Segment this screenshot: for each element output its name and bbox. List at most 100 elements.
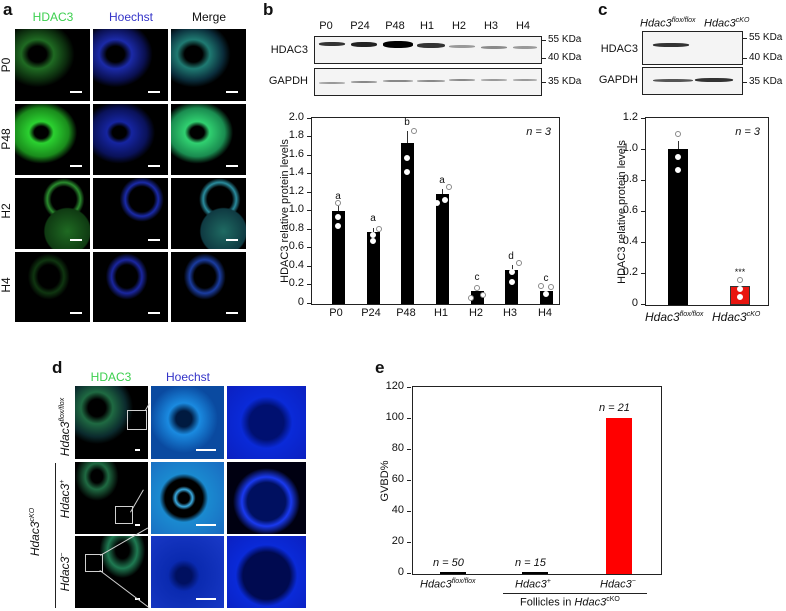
- micrograph-h4-merge: [171, 252, 246, 322]
- lane-base: Hdac3: [704, 17, 736, 30]
- scale-bar: [196, 524, 216, 526]
- band: [383, 80, 413, 82]
- band: [653, 43, 689, 47]
- lane-label: H1: [419, 20, 435, 32]
- data-point: [538, 283, 544, 289]
- data-point: [411, 128, 417, 134]
- micrograph-h2-merge: [171, 178, 246, 249]
- scale-bar: [70, 239, 82, 241]
- bar-flox: [440, 572, 466, 574]
- ytick: 20: [374, 535, 411, 547]
- error-bar: [512, 265, 513, 270]
- chart-e-xtick-flox: Hdac3flox/flox: [420, 578, 476, 591]
- xtick-sup: cKO: [746, 311, 761, 318]
- band: [449, 79, 475, 81]
- band: [481, 46, 507, 49]
- micrograph-flox-overview: [75, 386, 148, 459]
- xtick: H1: [433, 307, 449, 319]
- ytick: 0.2: [608, 266, 645, 278]
- panel-a-col-hdac3: HDAC3: [32, 10, 74, 24]
- ytick: 0: [608, 297, 645, 309]
- panel-d-letter: d: [52, 358, 63, 377]
- band: [351, 42, 377, 47]
- data-point: [675, 154, 681, 160]
- group-sup: cKO: [606, 596, 620, 603]
- error-bar: [678, 141, 679, 149]
- chart-c-plot-area: n = 3 ***: [645, 117, 769, 306]
- ytick: 1.6: [274, 148, 311, 160]
- significance-letter: a: [370, 213, 376, 224]
- data-point: [335, 200, 341, 206]
- significance-letter: a: [335, 191, 341, 202]
- significance-letter: a: [439, 175, 445, 186]
- micrograph-flox-zoom1: [151, 386, 224, 459]
- band: [513, 46, 537, 49]
- row-sup: flox/flox: [59, 397, 66, 422]
- ytick: 0.4: [608, 235, 645, 247]
- panel-a-col-hoechst: Hoechst: [108, 10, 154, 24]
- marker-40kda: 40 KDa: [741, 52, 783, 63]
- scale-bar: [135, 449, 140, 451]
- bar-plus: [522, 572, 548, 574]
- significance-stars: ***: [734, 267, 746, 277]
- band: [383, 41, 413, 48]
- data-point: [516, 260, 522, 266]
- bar-h1: [436, 194, 449, 304]
- xtick-sup: flox/flox: [679, 311, 704, 318]
- row-sup: −: [59, 552, 66, 557]
- bar-h3: [505, 270, 518, 304]
- panel-b-letter: b: [263, 0, 274, 19]
- western-blot-hdac3-c: [642, 31, 743, 65]
- blot-label-gapdh: GAPDH: [268, 75, 308, 87]
- error-bar: [442, 189, 443, 194]
- error-bar: [373, 228, 374, 232]
- scale-bar: [196, 598, 216, 600]
- micrograph-p0-hoechst: [93, 29, 168, 101]
- ytick: 1.2: [608, 111, 645, 123]
- data-point: [335, 223, 341, 229]
- western-blot-gapdh-c: [642, 67, 743, 95]
- ytick: 0: [274, 296, 311, 308]
- micrograph-h2-hoechst: [93, 178, 168, 249]
- scale-bar: [70, 165, 82, 167]
- data-point: [675, 167, 681, 173]
- xtick-base: Hdac3: [420, 578, 452, 591]
- blot-label-hdac3: HDAC3: [600, 43, 638, 55]
- marker-55kda: 55 KDa: [741, 32, 783, 43]
- micrograph-plus-overview: [75, 462, 148, 534]
- data-point: [548, 284, 554, 290]
- scale-bar: [226, 312, 238, 314]
- blot-label-gapdh: GAPDH: [598, 74, 638, 86]
- scale-bar: [226, 165, 238, 167]
- xtick: P24: [361, 307, 381, 319]
- ytick: 40: [374, 504, 411, 516]
- scale-bar: [196, 449, 216, 451]
- xtick: H2: [468, 307, 484, 319]
- ytick: 1.0: [274, 203, 311, 215]
- micrograph-plus-zoom2: [227, 462, 306, 534]
- lane-label-cko: Hdac3cKO: [704, 17, 749, 30]
- bar-p24: [367, 232, 380, 304]
- micrograph-h2-hdac3: [15, 178, 90, 249]
- panel-d-col-hoechst: Hoechst: [165, 370, 211, 384]
- group-bracket: [55, 463, 56, 608]
- data-point: [446, 184, 452, 190]
- chart-c-xtick-flox: Hdac3flox/flox: [645, 310, 703, 324]
- scale-bar: [70, 312, 82, 314]
- data-point: [370, 238, 376, 244]
- band: [417, 43, 445, 48]
- western-blot-gapdh: [314, 68, 542, 96]
- row-base: Hdac3: [58, 421, 72, 457]
- marker-35kda: 35 KDa: [540, 76, 582, 87]
- scale-bar: [148, 91, 160, 93]
- marker-40kda: 40 KDa: [540, 52, 582, 63]
- row-base: Hdac3: [58, 556, 72, 592]
- ytick: 1.8: [274, 129, 311, 141]
- marker-35kda: 35 KDa: [741, 76, 783, 87]
- n-label-flox: n = 50: [433, 557, 464, 569]
- band: [513, 79, 537, 81]
- scale-bar: [226, 91, 238, 93]
- data-point: [480, 292, 486, 298]
- bar-p48: [401, 143, 414, 304]
- lane-label: P0: [319, 20, 333, 32]
